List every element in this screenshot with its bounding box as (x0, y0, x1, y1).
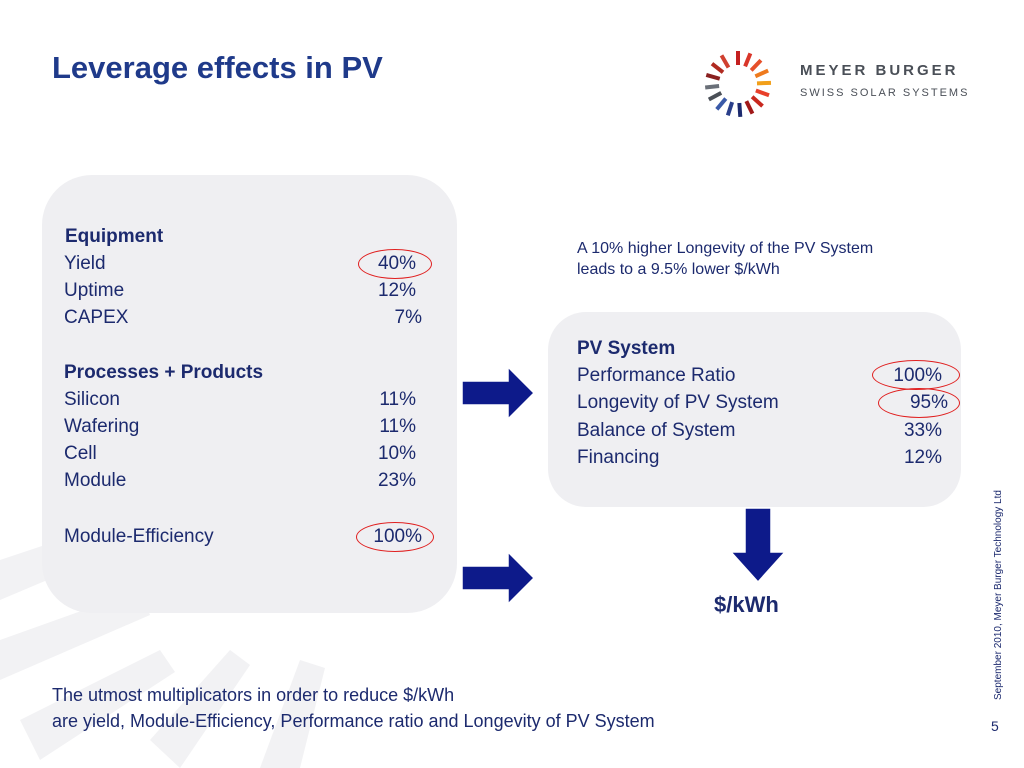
cell-label: Cell (64, 443, 97, 464)
yield-highlight-circle (358, 249, 432, 279)
performance-ratio-label: Performance Ratio (577, 365, 736, 386)
down-arrow-icon (731, 508, 785, 584)
efficiency-highlight-circle (356, 522, 434, 552)
cell-value: 10% (377, 443, 416, 464)
capex-label: CAPEX (64, 307, 129, 328)
page-number: 5 (991, 718, 999, 734)
sunburst-logo-icon (704, 51, 772, 118)
balance-of-system-label: Balance of System (577, 420, 736, 441)
silicon-label: Silicon (64, 389, 120, 410)
financing-label: Financing (577, 447, 660, 468)
equipment-heading: Equipment (65, 226, 164, 247)
longevity-note: A 10% higher Longevity of the PV System … (577, 238, 957, 280)
longevity-highlight-circle (878, 388, 960, 418)
module-efficiency-label: Module-Efficiency (64, 526, 214, 547)
financing-value: 12% (903, 447, 942, 468)
right-arrow-icon (462, 552, 536, 604)
longevity-label: Longevity of PV System (577, 392, 779, 413)
pv-system-heading: PV System (577, 338, 676, 359)
note-line-2: leads to a 9.5% lower $/kWh (577, 261, 780, 278)
module-value: 23% (377, 470, 416, 491)
uptime-label: Uptime (64, 280, 125, 301)
note-line-1: A 10% higher Longevity of the PV System (577, 240, 874, 257)
balance-of-system-value: 33% (903, 420, 942, 441)
right-arrow-icon (462, 367, 536, 419)
module-label: Module (64, 470, 127, 491)
wafering-value: 11% (379, 416, 416, 437)
uptime-value: 12% (377, 280, 416, 301)
silicon-value: 11% (379, 389, 416, 410)
footer-line-2: are yield, Module-Efficiency, Performanc… (52, 711, 655, 731)
footer-text: The utmost multiplicators in order to re… (52, 682, 655, 734)
performance-ratio-highlight-circle (872, 360, 960, 390)
wafering-label: Wafering (64, 416, 140, 437)
meyer-burger-logo: MEYER BURGER SWISS SOLAR SYSTEMS (698, 42, 988, 122)
logo-tagline: SWISS SOLAR SYSTEMS (800, 87, 970, 99)
logo-name: MEYER BURGER (800, 62, 959, 79)
page-title: Leverage effects in PV (52, 50, 383, 85)
date-copyright-text: September 2010, Meyer Burger Technology … (993, 490, 1004, 700)
yield-label: Yield (64, 253, 106, 274)
processes-heading: Processes + Products (64, 362, 264, 383)
capex-value: 7% (394, 307, 422, 328)
footer-line-1: The utmost multiplicators in order to re… (52, 685, 455, 705)
cost-per-kwh-label: $/kWh (714, 592, 779, 617)
